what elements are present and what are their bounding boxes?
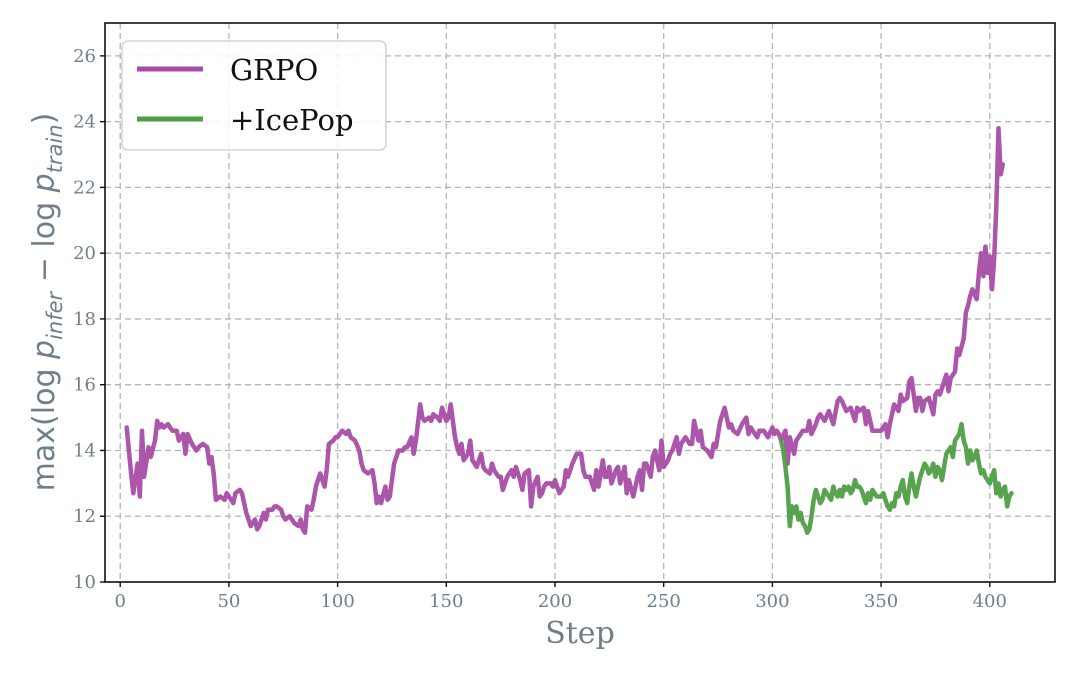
x-tick-label: 0: [114, 591, 125, 612]
y-tick-label: 26: [73, 46, 96, 67]
grid-lines: [105, 23, 1055, 583]
x-axis-label: Step: [545, 616, 615, 651]
x-tick-label: 300: [755, 591, 789, 612]
plot-frame: [104, 22, 1056, 583]
series-line-icepop: [778, 421, 1014, 535]
y-tick-label: 16: [73, 375, 96, 396]
x-tick-label: 50: [217, 591, 240, 612]
y-tick-label: 18: [73, 309, 96, 330]
x-tick-label: 250: [647, 591, 681, 612]
y-tick-label: 24: [73, 112, 96, 133]
axis-ticks: 0 50 100 150 200 250 300 350 400 10 12 14 16 18 20 22 24…: [73, 46, 1007, 612]
x-tick-label: 100: [320, 591, 354, 612]
x-tick-label: 350: [864, 591, 898, 612]
y-tick-label: 14: [73, 440, 96, 461]
x-tick-label: 150: [429, 591, 463, 612]
y-axis-label: max(log pinfer − log ptrain): [27, 113, 67, 492]
y-tick-label: 12: [73, 506, 96, 527]
series-line-grpo: [124, 125, 1006, 535]
y-tick-label: 20: [73, 243, 96, 264]
y-tick-label: 10: [73, 572, 96, 593]
x-tick-label: 200: [538, 591, 572, 612]
x-tick-label: 400: [973, 591, 1007, 612]
y-tick-label: 22: [73, 177, 96, 198]
series-lines: [124, 125, 1014, 535]
legend-label-icepop: +IcePop: [230, 103, 354, 137]
legend-label-grpo: GRPO: [230, 53, 318, 87]
legend: GRPO +IcePop: [121, 40, 387, 151]
